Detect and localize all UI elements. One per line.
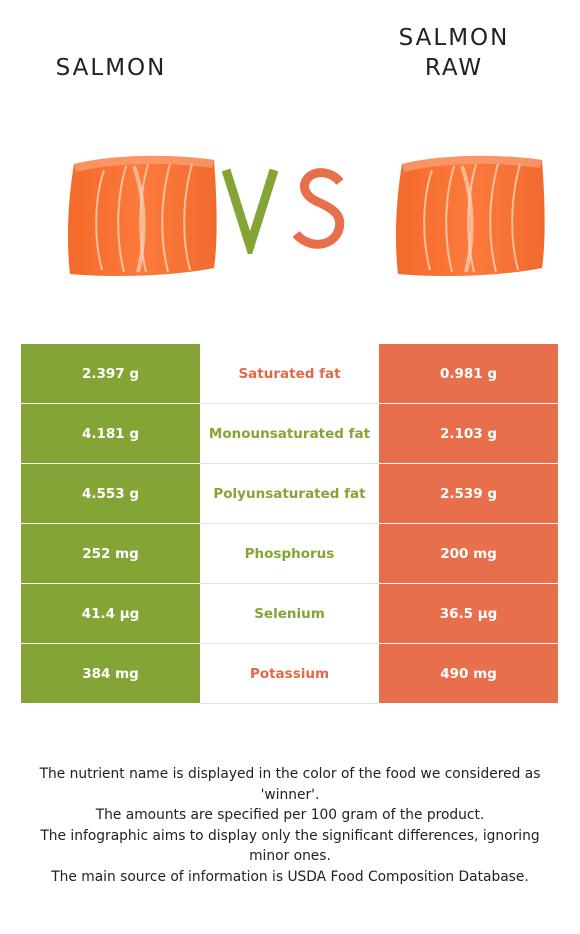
footer-line: The main source of information is USDA F… (51, 868, 529, 885)
nutrient-name: Monounsaturated fat (200, 404, 379, 463)
right-value: 0.981 g (379, 344, 558, 404)
table-row: 4.181 g Monounsaturated fat 2.103 g (21, 404, 558, 464)
right-value: 2.539 g (379, 464, 558, 524)
left-value: 41.4 µg (21, 584, 200, 644)
table-row: 252 mg Phosphorus 200 mg (21, 524, 558, 584)
nutrient-name: Saturated fat (200, 344, 379, 403)
nutrient-name: Selenium (200, 584, 379, 643)
left-value: 4.181 g (21, 404, 200, 464)
left-value: 384 mg (21, 644, 200, 704)
right-value: 200 mg (379, 524, 558, 584)
table-row: 2.397 g Saturated fat 0.981 g (21, 344, 558, 404)
table-row: 4.553 g Polyunsaturated fat 2.539 g (21, 464, 558, 524)
right-food-title-line1: SALMON (398, 25, 510, 51)
salmon-image-left (67, 155, 217, 276)
left-food-title: SALMON (55, 55, 167, 81)
salmon-image-right (395, 155, 545, 276)
left-value: 252 mg (21, 524, 200, 584)
footer-notes: The nutrient name is displayed in the co… (20, 764, 560, 887)
nutrient-name: Potassium (200, 644, 379, 703)
nutrient-name: Polyunsaturated fat (200, 464, 379, 523)
left-value: 2.397 g (21, 344, 200, 404)
table-row: 384 mg Potassium 490 mg (21, 644, 558, 704)
footer-line: The amounts are specified per 100 gram o… (95, 807, 485, 823)
footer-line: The infographic aims to display only the… (40, 827, 540, 865)
left-value: 4.553 g (21, 464, 200, 524)
right-value: 2.103 g (379, 404, 558, 464)
footer-line: The nutrient name is displayed in the co… (39, 766, 541, 803)
right-value: 490 mg (379, 644, 558, 704)
right-food-title: SALMON RAW (379, 23, 529, 83)
right-food-title-line2: RAW (424, 55, 484, 81)
comparison-table: 2.397 g Saturated fat 0.981 g 4.181 g Mo… (21, 344, 558, 704)
table-row: 41.4 µg Selenium 36.5 µg (21, 584, 558, 644)
vs-logo (222, 168, 345, 254)
right-value: 36.5 µg (379, 584, 558, 644)
nutrient-name: Phosphorus (200, 524, 379, 583)
